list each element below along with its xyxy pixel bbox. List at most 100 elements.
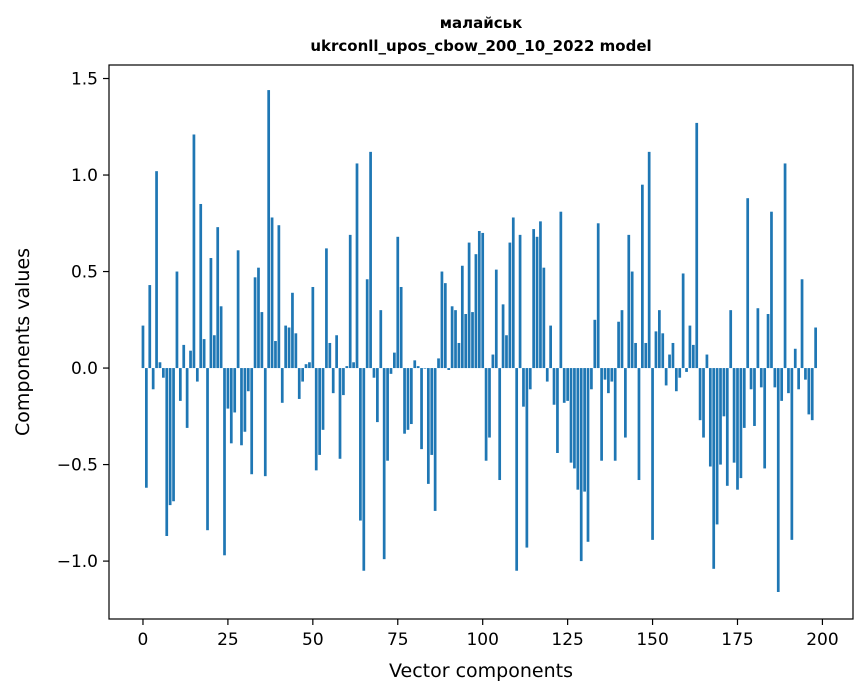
bar-118 — [542, 267, 546, 369]
bar-181 — [756, 308, 760, 369]
bar-19 — [206, 368, 209, 531]
bar-81 — [416, 366, 420, 369]
bar-45 — [294, 333, 298, 369]
bar-1 — [145, 368, 148, 488]
bar-170 — [719, 368, 722, 465]
bar-182 — [759, 368, 763, 388]
bar-30 — [243, 368, 247, 432]
bar-150 — [651, 368, 654, 540]
bar-35 — [260, 312, 264, 369]
bar-72 — [386, 368, 389, 461]
bar-167 — [708, 368, 712, 467]
bar-97 — [471, 312, 474, 369]
bar-102 — [488, 368, 491, 438]
bar-34 — [257, 267, 260, 369]
bar-83 — [423, 368, 427, 369]
bar-54 — [325, 248, 328, 369]
bar-178 — [746, 198, 750, 369]
bar-16 — [195, 368, 199, 382]
bar-135 — [600, 368, 603, 461]
bar-131 — [586, 368, 590, 542]
bar-9 — [172, 368, 175, 502]
bar-111 — [518, 234, 522, 369]
bar-156 — [671, 342, 675, 369]
bar-27 — [233, 368, 237, 413]
bar-166 — [705, 354, 709, 369]
bar-124 — [562, 368, 566, 403]
bar-42 — [284, 325, 288, 369]
bar-23 — [219, 306, 223, 369]
bar-106 — [501, 304, 505, 369]
bar-15 — [192, 134, 196, 369]
bar-8 — [168, 368, 172, 506]
bar-160 — [685, 368, 688, 372]
bar-143 — [627, 234, 631, 369]
bar-47 — [301, 368, 304, 382]
bar-187 — [776, 368, 780, 592]
bar-126 — [569, 368, 573, 463]
bar-114 — [528, 368, 532, 390]
bar-151 — [654, 331, 658, 369]
x-tick-label: 0 — [138, 630, 149, 650]
bar-198 — [814, 327, 817, 369]
bar-179 — [749, 368, 753, 390]
bar-132 — [590, 368, 593, 390]
bar-173 — [729, 310, 733, 369]
y-tick-label: −0.5 — [57, 456, 98, 476]
bar-177 — [742, 368, 746, 428]
bar-129 — [579, 368, 583, 562]
bar-139 — [613, 368, 617, 461]
bar-128 — [576, 368, 580, 490]
x-tick-label: 175 — [721, 630, 753, 650]
bar-112 — [522, 368, 525, 407]
bar-92 — [454, 310, 457, 369]
bar-153 — [661, 333, 665, 369]
bar-71 — [382, 368, 386, 560]
bar-125 — [566, 368, 569, 401]
bar-84 — [426, 368, 430, 484]
bar-0 — [141, 325, 145, 369]
bar-6 — [162, 368, 165, 378]
bar-76 — [399, 286, 403, 369]
bar-190 — [787, 368, 790, 394]
bar-99 — [477, 231, 481, 369]
bar-85 — [430, 368, 434, 455]
bar-63 — [355, 163, 359, 369]
bar-174 — [732, 368, 736, 463]
bar-163 — [695, 122, 699, 369]
bar-21 — [212, 335, 216, 369]
bar-193 — [797, 368, 800, 390]
bar-64 — [359, 368, 362, 521]
x-axis-ticks: 0 25 50 75 100 125 150 175 200 — [138, 619, 839, 650]
bar-66 — [365, 279, 369, 369]
bar-186 — [773, 368, 777, 388]
bar-176 — [739, 368, 743, 479]
y-tick-label: 0.0 — [71, 359, 98, 379]
bar-3 — [151, 368, 155, 390]
chart-title: малайськ — [440, 14, 523, 32]
bar-38 — [270, 217, 274, 369]
bar-58 — [338, 368, 342, 459]
bar-159 — [681, 273, 685, 369]
bar-40 — [277, 225, 281, 369]
bar-87 — [437, 358, 440, 369]
x-tick-label: 75 — [387, 630, 409, 650]
bar-80 — [413, 360, 417, 369]
bar-69 — [376, 368, 379, 423]
bar-127 — [573, 368, 576, 469]
bar-119 — [545, 368, 549, 382]
bar-123 — [559, 211, 563, 369]
bar-86 — [433, 368, 437, 511]
bar-168 — [712, 368, 716, 569]
bar-162 — [691, 344, 695, 369]
bar-152 — [658, 310, 661, 369]
bar-37 — [267, 90, 271, 369]
bar-31 — [246, 368, 250, 392]
bar-67 — [369, 151, 372, 369]
x-tick-label: 150 — [636, 630, 668, 650]
bar-13 — [185, 368, 189, 428]
bar-7 — [165, 368, 169, 536]
bar-136 — [603, 368, 607, 380]
bar-137 — [607, 368, 610, 394]
bar-43 — [287, 327, 291, 369]
